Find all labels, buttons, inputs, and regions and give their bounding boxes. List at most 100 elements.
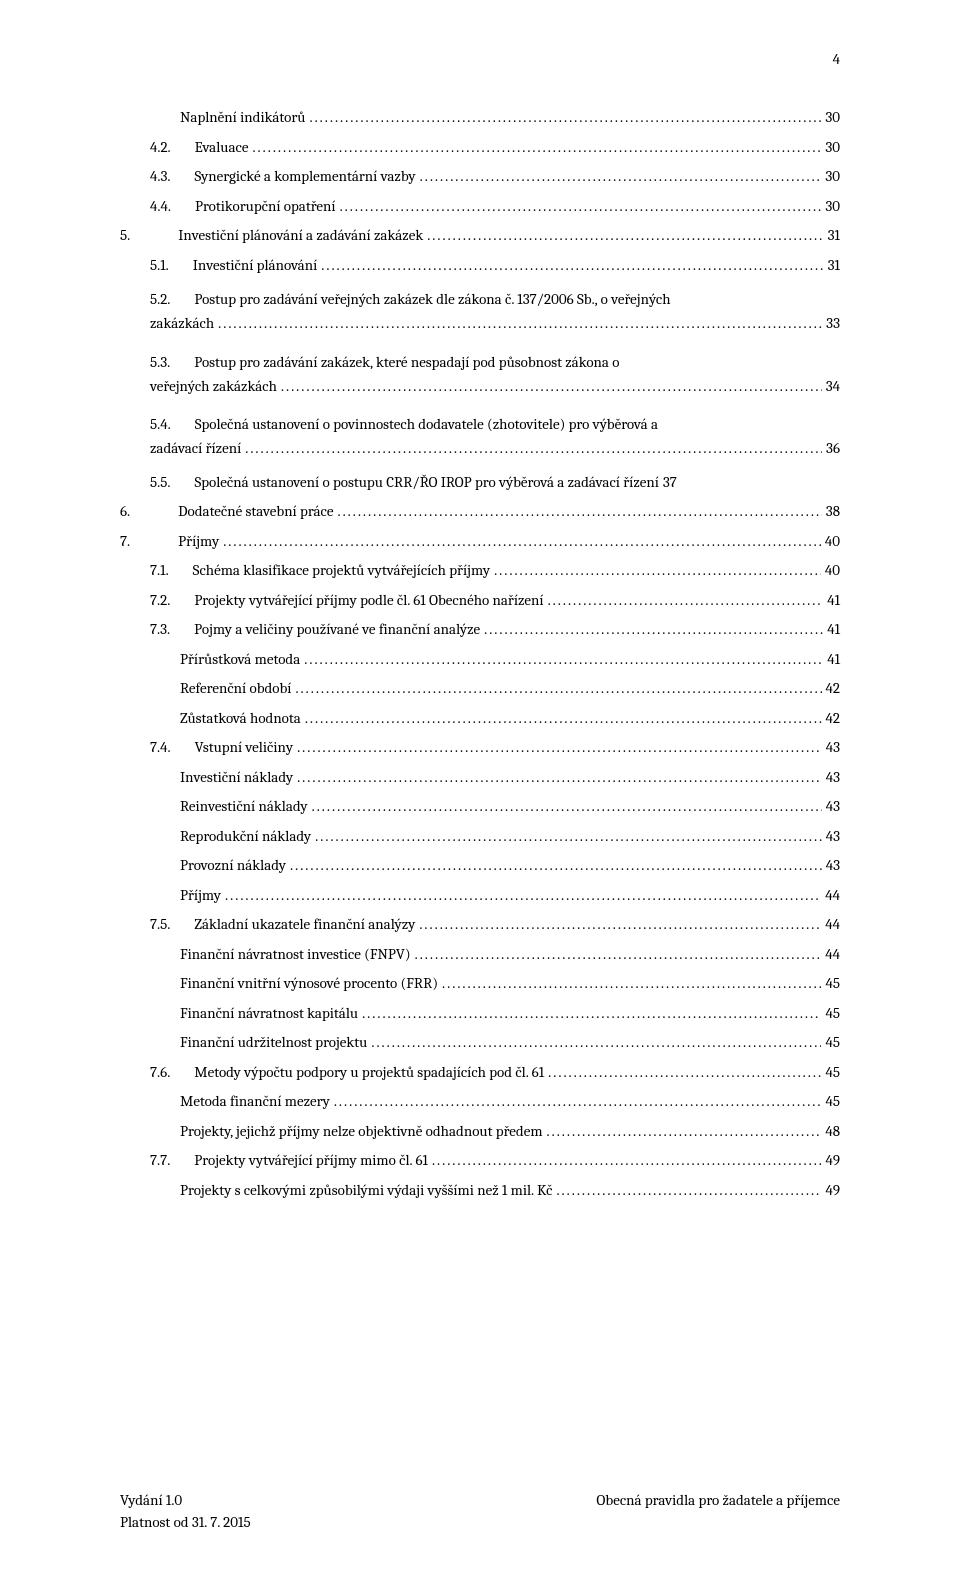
toc-leader — [310, 110, 822, 125]
toc-leader — [252, 140, 821, 155]
toc-entry-title: Přírůstková metoda — [180, 652, 300, 667]
toc-entry-title: Projekty, jejichž příjmy nelze objektivn… — [180, 1124, 543, 1139]
toc-leader — [548, 593, 824, 608]
toc-entry: 7.2.Projekty vytvářející příjmy podle čl… — [120, 593, 840, 608]
toc-entry-page: 42 — [826, 681, 840, 696]
toc-leader — [337, 504, 821, 519]
toc-entry-title: 7.Příjmy — [120, 534, 219, 549]
toc-entry: Naplnění indikátorů 30 — [120, 110, 840, 125]
footer-edition: Vydání 1.0 — [120, 1491, 182, 1509]
toc-leader — [305, 711, 822, 726]
toc-leader — [245, 436, 822, 460]
toc-entry: 7.1.Schéma klasifikace projektů vytvářej… — [120, 563, 840, 578]
toc-entry-page: 30 — [825, 169, 840, 184]
toc-entry-title: 5.5.Společná ustanovení o postupu CRR/ŘO… — [150, 475, 659, 490]
toc-entry-page: 45 — [825, 1094, 840, 1109]
toc-leader — [362, 1006, 821, 1021]
footer-validity: Platnost od 31. 7. 2015 — [120, 1513, 840, 1531]
toc-entry-title: 5.4.Společná ustanovení o povinnostech d… — [150, 412, 840, 436]
toc-entry-page: 40 — [825, 563, 840, 578]
toc-entry-title: Investiční náklady — [180, 770, 293, 785]
toc-entry-title: Provozní náklady — [180, 858, 286, 873]
toc-entry-page: 44 — [825, 947, 840, 962]
toc-entry: Reinvestiční náklady 43 — [120, 799, 840, 814]
toc-leader — [290, 858, 822, 873]
toc-entry-page: 43 — [826, 858, 840, 873]
toc-entry-page: 31 — [828, 258, 840, 273]
toc-entry-page: 43 — [826, 829, 840, 844]
toc-entry: 5.1.Investiční plánování 31 — [120, 258, 840, 273]
toc-entry-title-cont: zakázkách — [150, 311, 214, 335]
toc-entry-title-cont: zadávací řízení — [150, 436, 241, 460]
toc-entry-page: 41 — [827, 593, 840, 608]
toc-entry-title: Referenční období — [180, 681, 291, 696]
toc-entry-title: 6.Dodatečné stavební práce — [120, 504, 333, 519]
toc-leader — [334, 1094, 822, 1109]
toc-leader — [297, 770, 822, 785]
toc-leader — [295, 681, 821, 696]
toc-entry-title: Příjmy — [180, 888, 221, 903]
toc-entry-page: 45 — [825, 1006, 840, 1021]
toc-entry-page: 43 — [826, 770, 840, 785]
toc-leader — [225, 888, 821, 903]
toc-entry-page: 40 — [825, 534, 840, 549]
toc-entry: Metoda finanční mezery 45 — [120, 1094, 840, 1109]
toc-leader — [484, 622, 823, 637]
toc-leader — [223, 534, 821, 549]
toc-entry-title: 7.3.Pojmy a veličiny používané ve finanč… — [150, 622, 480, 637]
toc-entry: 5.Investiční plánování a zadávání zakáze… — [120, 228, 840, 243]
toc-entry-title: Reinvestiční náklady — [180, 799, 308, 814]
toc-entry: Finanční návratnost investice (FNPV) 44 — [120, 947, 840, 962]
toc-entry: 7.Příjmy 40 — [120, 534, 840, 549]
toc-entry-page: 37 — [663, 475, 677, 490]
toc-entry-page: 45 — [825, 1035, 840, 1050]
toc-entry-title: 4.3.Synergické a komplementární vazby — [150, 169, 416, 184]
toc-leader — [218, 311, 822, 335]
toc-entry: Finanční návratnost kapitálu 45 — [120, 1006, 840, 1021]
toc-entry-page: 34 — [826, 374, 840, 398]
toc-entry: 5.3.Postup pro zadávání zakázek, které n… — [120, 350, 840, 398]
toc-entry: 4.2.Evaluace 30 — [120, 140, 840, 155]
toc-entry: 7.6.Metody výpočtu podpory u projektů sp… — [120, 1065, 840, 1080]
toc-entry: 7.7.Projekty vytvářející příjmy mimo čl.… — [120, 1153, 840, 1168]
toc-entry-title: Finanční návratnost kapitálu — [180, 1006, 358, 1021]
toc-entry-title: Projekty s celkovými způsobilými výdaji … — [180, 1183, 552, 1198]
footer-doc-title: Obecná pravidla pro žadatele a příjemce — [596, 1491, 840, 1509]
toc-entry: 5.2.Postup pro zadávání veřejných zakáze… — [120, 287, 840, 335]
toc-leader — [312, 799, 822, 814]
toc-leader — [548, 1065, 821, 1080]
toc-entry-title-cont: veřejných zakázkách — [150, 374, 277, 398]
toc-entry-page: 45 — [825, 976, 840, 991]
toc-entry: Reprodukční náklady 43 — [120, 829, 840, 844]
toc-entry-title: 7.6.Metody výpočtu podpory u projektů sp… — [150, 1065, 544, 1080]
toc-entry-title: 5.Investiční plánování a zadávání zakáze… — [120, 228, 423, 243]
toc-entry: Zůstatková hodnota 42 — [120, 711, 840, 726]
toc-leader — [304, 652, 823, 667]
page-footer: Vydání 1.0 Obecná pravidla pro žadatele … — [120, 1491, 840, 1531]
toc-entry-page: 38 — [826, 504, 840, 519]
toc-entry-page: 33 — [826, 311, 840, 335]
toc-entry-page: 30 — [825, 140, 840, 155]
toc-entry: Projekty s celkovými způsobilými výdaji … — [120, 1183, 840, 1198]
toc-entry-title: 5.2.Postup pro zadávání veřejných zakáze… — [150, 287, 840, 311]
toc-entry: Finanční vnitřní výnosové procento (FRR)… — [120, 976, 840, 991]
toc-leader — [442, 976, 821, 991]
toc-leader — [297, 740, 822, 755]
toc-entry-title: 5.1.Investiční plánování — [150, 258, 317, 273]
toc-entry: 7.5.Základní ukazatele finanční analýzy … — [120, 917, 840, 932]
toc-leader — [315, 829, 822, 844]
toc-entry: 4.4.Protikorupční opatření 30 — [120, 199, 840, 214]
toc-entry-title: 5.3.Postup pro zadávání zakázek, které n… — [150, 350, 840, 374]
toc-leader — [494, 563, 821, 578]
toc-entry-title: Metoda finanční mezery — [180, 1094, 330, 1109]
toc-entry: 6.Dodatečné stavební práce 38 — [120, 504, 840, 519]
toc-entry-title: 7.4.Vstupní veličiny — [150, 740, 293, 755]
toc-entry-page: 41 — [827, 622, 840, 637]
toc-entry-page: 30 — [825, 199, 840, 214]
toc-entry: Příjmy 44 — [120, 888, 840, 903]
toc-leader — [432, 1153, 822, 1168]
toc-entry-title: Naplnění indikátorů — [180, 110, 306, 125]
toc-entry-title: Reprodukční náklady — [180, 829, 311, 844]
toc-leader — [547, 1124, 822, 1139]
toc-leader — [281, 374, 822, 398]
